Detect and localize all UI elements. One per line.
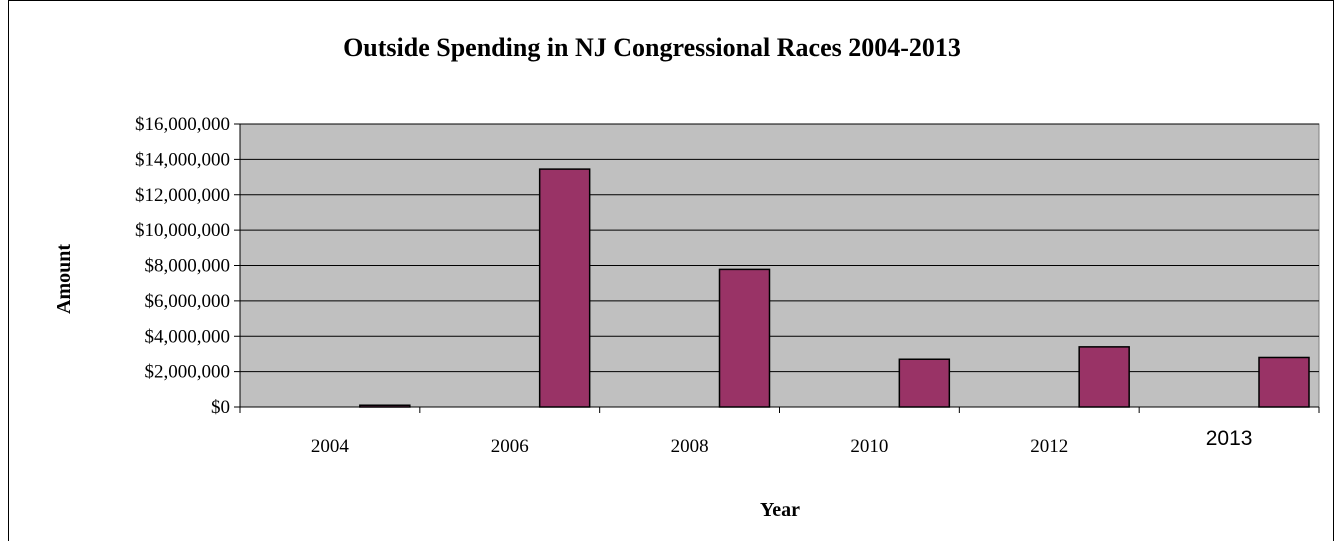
chart-title: Outside Spending in NJ Congressional Rac… — [343, 33, 961, 62]
x-tick-label: 2012 — [1030, 436, 1068, 457]
y-tick-label: $4,000,000 — [145, 326, 231, 347]
y-axis-title: Amount — [53, 244, 75, 314]
y-tick-label: $16,000,000 — [135, 114, 230, 135]
bar-2012 — [1078, 346, 1130, 408]
x-tick-label: 2010 — [850, 436, 888, 457]
bar-2008 — [718, 268, 771, 408]
gridlines — [240, 123, 1319, 373]
x-tick-label: 2013 — [1206, 427, 1253, 450]
x-tick-label: 2004 — [311, 436, 350, 457]
y-tick-label: $14,000,000 — [135, 149, 230, 170]
bar-2010 — [898, 358, 951, 408]
y-tick-label: $8,000,000 — [145, 256, 231, 277]
y-axis-ticks: $0 $2,000,000 $4,000,000 $6,000,000 $8,000,0… — [135, 114, 240, 418]
y-tick-label: $12,000,000 — [135, 185, 230, 206]
x-axis-title: Year — [760, 499, 800, 521]
bar-2006 — [538, 168, 591, 408]
y-tick-label: $6,000,000 — [145, 291, 231, 312]
x-tick-label: 2006 — [491, 436, 529, 457]
bar-2013 — [1258, 356, 1310, 408]
x-tick-label: 2008 — [671, 436, 709, 457]
x-axis-ticks: 2004 2006 2008 2010 2012 2013 — [239, 407, 1320, 457]
y-tick-label: $2,000,000 — [145, 362, 231, 383]
y-tick-label: $10,000,000 — [135, 220, 230, 241]
bars — [359, 168, 1310, 408]
y-tick-label: $0 — [211, 397, 230, 418]
